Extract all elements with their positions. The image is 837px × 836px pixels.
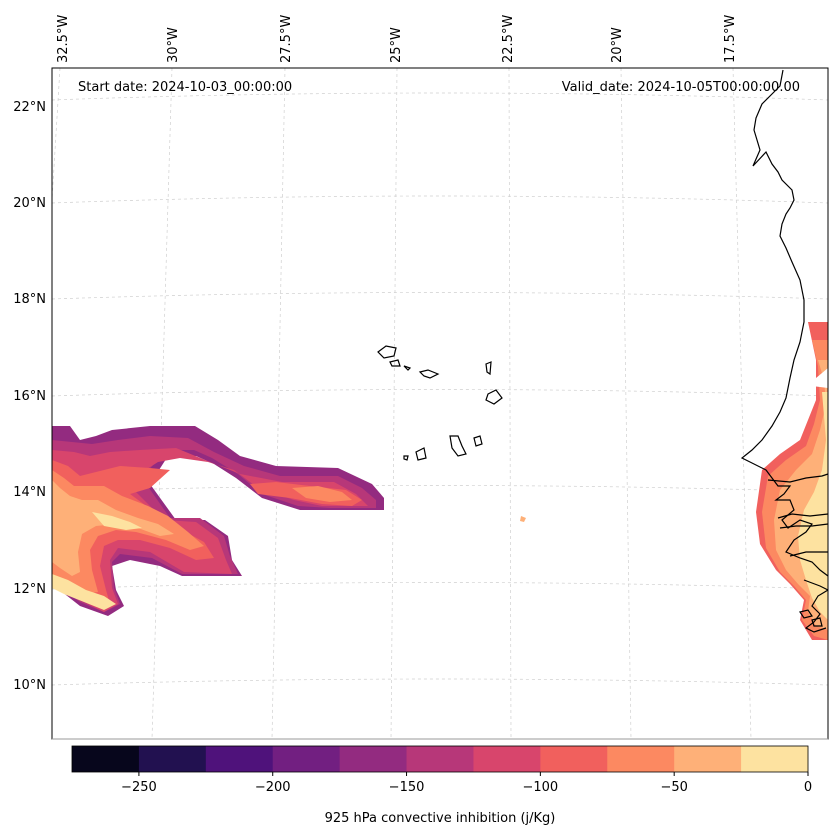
lat-gridline-10 bbox=[51, 678, 829, 686]
senegal-border bbox=[767, 473, 829, 483]
island-sao-nicolau bbox=[418, 369, 440, 379]
latitude-labels: 22°N 20°N 18°N 16°N 14°N 12°N 10°N bbox=[13, 100, 46, 693]
lon-label-275: 27.5°W bbox=[279, 15, 294, 63]
colorbar-tick-label: 0 bbox=[804, 780, 812, 795]
colorbar-cell bbox=[272, 746, 341, 772]
lon-label-175: 17.5°W bbox=[723, 15, 738, 63]
gambia-border bbox=[777, 513, 829, 529]
valid-date-label: Valid_date: 2024-10-05T00:00:00.00 bbox=[562, 80, 800, 95]
cin-field-west bbox=[52, 426, 384, 616]
island-sao-vicente bbox=[389, 359, 401, 367]
colorbar-tick-label: −100 bbox=[523, 780, 559, 795]
cin-contour-west-m25b bbox=[92, 512, 142, 530]
lat-gridline-12 bbox=[51, 582, 829, 590]
cin-contour-west-m25 bbox=[52, 574, 116, 610]
map-content bbox=[51, 67, 829, 740]
lat-gridline-18 bbox=[51, 292, 829, 300]
island-boa-vista bbox=[485, 389, 503, 405]
lat-label-18: 18°N bbox=[13, 292, 46, 307]
lat-label-22: 22°N bbox=[13, 100, 46, 115]
lon-gridline-20 bbox=[620, 67, 632, 740]
lat-label-16: 16°N bbox=[13, 389, 46, 404]
lat-gridline-16 bbox=[51, 389, 829, 397]
colorbar-cell bbox=[406, 746, 474, 772]
colorbar-cell bbox=[674, 746, 742, 772]
lon-label-325: 32.5°W bbox=[56, 15, 71, 63]
colorbar-cell bbox=[339, 746, 408, 772]
lat-label-10: 10°N bbox=[13, 678, 46, 693]
island-santiago bbox=[449, 435, 467, 457]
map-background bbox=[52, 68, 828, 739]
cin-contour-east-hole bbox=[812, 368, 828, 388]
lon-label-225: 22.5°W bbox=[501, 15, 516, 63]
guinea-border bbox=[803, 579, 829, 591]
island-maio bbox=[473, 435, 483, 447]
lon-label-30: 30°W bbox=[166, 27, 181, 63]
lon-gridline-325 bbox=[51, 67, 61, 201]
colorbar: −250 −200 −150 −100 −50 0 925 hPa convective … bbox=[71, 745, 812, 826]
colorbar-tick-label: −150 bbox=[389, 780, 425, 795]
guinea-bissau-border bbox=[789, 551, 828, 557]
island-fogo bbox=[415, 447, 427, 461]
cin-contour-east-m25 bbox=[798, 392, 828, 620]
island-sal bbox=[485, 361, 492, 376]
lat-label-20: 20°N bbox=[13, 196, 46, 211]
colorbar-cell bbox=[138, 746, 207, 772]
lon-gridline-175 bbox=[732, 67, 752, 740]
bijagos-islands bbox=[799, 609, 823, 627]
gridlines bbox=[51, 67, 829, 740]
cin-speck-central bbox=[520, 516, 526, 522]
start-date-label: Start date: 2024-10-03_00:00:00 bbox=[78, 80, 292, 95]
colorbar-cell bbox=[540, 746, 608, 772]
lon-label-20: 20°W bbox=[610, 27, 625, 63]
lon-gridline-30 bbox=[151, 67, 173, 740]
colorbar-cell bbox=[741, 746, 809, 772]
lon-gridline-275 bbox=[271, 67, 286, 740]
colorbar-cell bbox=[72, 746, 140, 772]
colorbar-tick-label: −200 bbox=[255, 780, 291, 795]
colorbar-ticks: −250 −200 −150 −100 −50 0 bbox=[121, 772, 812, 795]
island-santo-antao bbox=[377, 345, 397, 359]
colorbar-label: 925 hPa convective inhibition (j/Kg) bbox=[325, 811, 556, 826]
africa-coastline bbox=[740, 69, 829, 633]
lat-gridline-20 bbox=[51, 195, 829, 204]
lat-gridline-22 bbox=[51, 92, 829, 101]
lon-gridline-225 bbox=[508, 67, 512, 740]
island-brava bbox=[403, 455, 409, 461]
colorbar-tick-label: −250 bbox=[121, 780, 157, 795]
cape-verde-islands bbox=[377, 345, 503, 461]
lat-label-14: 14°N bbox=[13, 485, 46, 500]
coastlines bbox=[740, 69, 829, 633]
colorbar-tick-label: −50 bbox=[660, 780, 687, 795]
colorbar-outline bbox=[71, 745, 809, 773]
longitude-labels: 32.5°W 30°W 27.5°W 25°W 22.5°W 20°W 17.5… bbox=[56, 15, 738, 63]
cin-contour-west-m75b bbox=[292, 486, 352, 502]
lon-label-25: 25°W bbox=[389, 27, 404, 63]
lat-label-12: 12°N bbox=[13, 582, 46, 597]
lon-gridline-25 bbox=[390, 67, 398, 740]
island-santa-luzia bbox=[403, 365, 412, 371]
cin-contour-west-m50 bbox=[52, 480, 174, 576]
colorbar-cell bbox=[607, 746, 675, 772]
colorbar-cell bbox=[205, 746, 274, 772]
colorbar-cells bbox=[72, 746, 809, 772]
colorbar-cell bbox=[473, 746, 541, 772]
lat-gridline-14 bbox=[51, 485, 829, 493]
